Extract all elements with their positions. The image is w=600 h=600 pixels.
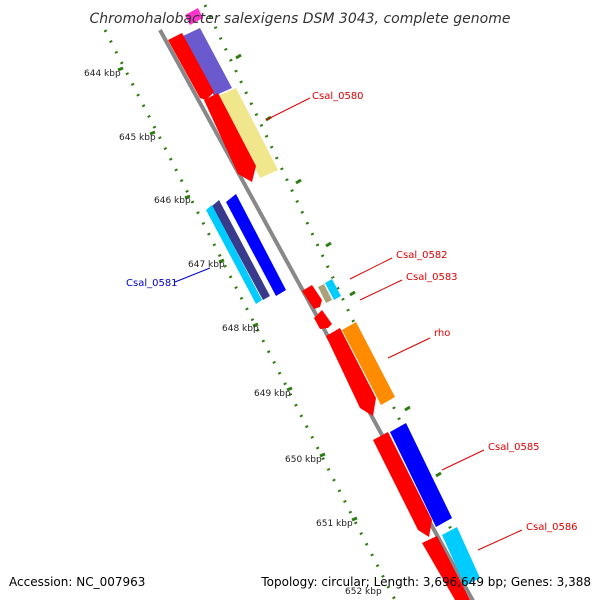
tick-label-652: 652 kbp xyxy=(345,587,382,597)
leader-csal-0585 xyxy=(441,449,485,471)
cds-csal-0582-olive[interactable] xyxy=(318,284,332,303)
gene-label-csal-0586[interactable]: Csal_0586 xyxy=(526,522,578,533)
cds-csal-0586[interactable] xyxy=(442,527,480,586)
label-leaders xyxy=(174,97,523,551)
gene-label-rho[interactable]: rho xyxy=(434,328,450,339)
tick-label-651: 651 kbp xyxy=(316,519,353,529)
tick-label-647: 647 kbp xyxy=(188,260,225,270)
scale-tick-mark xyxy=(117,66,124,72)
scale-tick-mark xyxy=(351,516,358,522)
cds-rho[interactable] xyxy=(342,322,395,405)
leader-csal-0586 xyxy=(477,529,523,551)
genome-summary-text: Topology: circular; Length: 3,696,649 bp… xyxy=(260,575,591,589)
scale-tick-mark xyxy=(325,241,332,248)
scale-tick-mark xyxy=(235,53,242,60)
gene-label-csal-0581[interactable]: Csal_0581 xyxy=(126,278,178,289)
cds-magenta-top[interactable] xyxy=(185,8,203,25)
gene-label-csal-0585[interactable]: Csal_0585 xyxy=(488,442,540,453)
tick-label-644: 644 kbp xyxy=(84,69,121,79)
map-title: Chromohalobacter salexigens DSM 3043, co… xyxy=(90,11,511,27)
reverse-strand-features xyxy=(168,33,470,600)
scale-tick-mark xyxy=(404,405,411,412)
cds-csal-0581-blue[interactable] xyxy=(226,194,286,296)
cds-csal-0580[interactable] xyxy=(218,88,278,178)
scale-tick-mark xyxy=(252,322,259,328)
cds-red-7[interactable] xyxy=(422,536,470,600)
gene-label-csal-0583[interactable]: Csal_0583 xyxy=(406,272,458,283)
cds-red-4[interactable] xyxy=(314,310,332,329)
leader-csal-0582 xyxy=(349,257,393,280)
cds-red-5[interactable] xyxy=(326,328,376,416)
cds-red-1[interactable] xyxy=(168,33,214,100)
tick-label-648: 648 kbp xyxy=(222,324,259,334)
cds-red-3[interactable] xyxy=(302,285,322,309)
tick-label-649: 649 kbp xyxy=(254,389,291,399)
outer-dotted-ring xyxy=(203,4,472,571)
scale-tick-mark xyxy=(319,452,326,458)
scale-tick-mark xyxy=(435,471,442,478)
scale-tick-mark xyxy=(295,178,302,185)
scale-tick-mark xyxy=(349,290,356,297)
scale-tick-labels: 644 kbp 645 kbp 646 kbp 647 kbp 648 kbp … xyxy=(84,69,382,597)
leader-csal-0581 xyxy=(174,267,211,283)
gene-label-csal-0582[interactable]: Csal_0582 xyxy=(396,250,448,261)
leader-rho xyxy=(387,337,431,359)
cds-csal-0581-cyan[interactable] xyxy=(206,205,262,304)
cds-red-2[interactable] xyxy=(204,93,256,182)
tick-label-645: 645 kbp xyxy=(119,133,156,143)
leader-csal-0580 xyxy=(265,97,311,121)
cds-navy[interactable] xyxy=(212,200,270,300)
scale-tick-mark xyxy=(218,258,225,264)
accession-text: Accession: NC_007963 xyxy=(9,575,145,589)
cds-csal-0582-cyan[interactable] xyxy=(325,279,341,300)
tick-label-646: 646 kbp xyxy=(154,196,191,206)
forward-strand-features xyxy=(183,8,480,586)
scale-tick-mark xyxy=(286,386,293,392)
cds-red-6[interactable] xyxy=(373,432,432,537)
scale-tick-mark xyxy=(184,194,191,200)
leader-csal-0583 xyxy=(359,279,403,301)
cds-purple[interactable] xyxy=(183,28,232,96)
scale-tick-mark xyxy=(149,130,156,136)
gene-label-csal-0580[interactable]: Csal_0580 xyxy=(312,91,364,102)
cds-csal-0585[interactable] xyxy=(390,423,452,527)
tick-label-650: 650 kbp xyxy=(285,455,322,465)
